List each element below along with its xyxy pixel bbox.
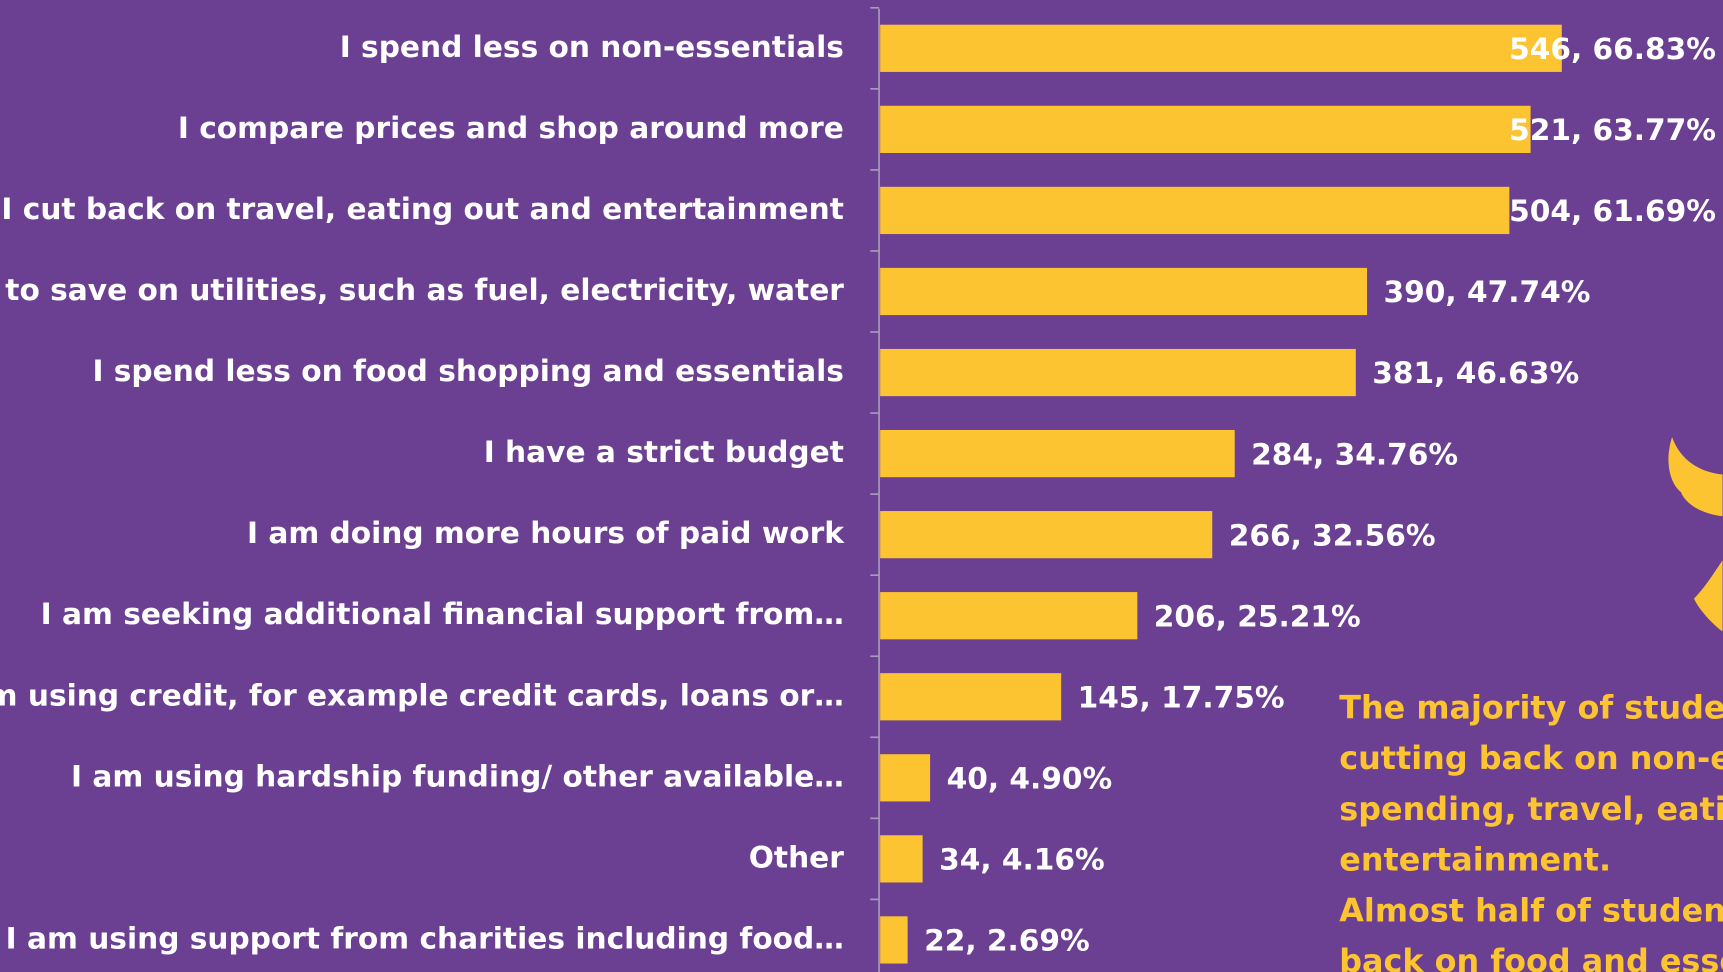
value-label: 34, 4.16% [939,842,1105,877]
value-label: 22, 2.69% [924,923,1090,958]
value-label: 266, 32.56% [1229,517,1436,552]
annotation-line: The majority of studen [1339,689,1723,727]
bar [880,754,931,802]
value-label: 546, 66.83% [1509,31,1716,66]
category-label: I try to save on utilities, such as fuel… [0,272,844,307]
bar [880,186,1510,235]
category-label: I am using support from charities includ… [6,920,844,955]
bar [880,348,1356,397]
bar [880,673,1062,721]
bar [880,916,908,964]
category-label: I spend less on non-essentials [340,29,844,64]
value-label: 504, 61.69% [1509,193,1716,228]
annotation-line: Almost half of student [1339,891,1723,929]
bar [880,511,1213,559]
bar [880,267,1368,316]
bar [880,592,1138,640]
bar [880,105,1531,153]
value-label: 145, 17.75% [1078,679,1285,714]
value-label: 40, 4.90% [947,761,1113,796]
bar [880,429,1235,478]
value-label: 381, 46.63% [1372,355,1579,390]
category-label: I compare prices and shop around more [178,110,844,145]
bar [880,24,1562,72]
value-label: 521, 63.77% [1509,112,1716,147]
annotation-line: back on food and esse [1339,942,1723,972]
category-label: Other [749,839,845,874]
category-label: I have a strict budget [484,434,844,469]
value-label: 206, 25.21% [1154,598,1361,633]
annotation-line: spending, travel, eatin [1339,790,1723,828]
logo-shape [1668,437,1723,632]
category-label: I am doing more hours of paid work [247,515,845,550]
value-label: 284, 34.76% [1251,436,1458,471]
category-label: I am seeking additional financial suppor… [41,596,844,631]
bar [880,835,923,883]
category-label: I am using hardship funding/ other avail… [71,758,844,793]
category-label: I am using credit, for example credit ca… [0,677,844,712]
category-label: I spend less on food shopping and essent… [92,353,843,388]
annotation-line: cutting back on non-e [1339,739,1723,777]
category-label: I cut back on travel, eating out and ent… [1,191,844,226]
value-label: 390, 47.74% [1384,274,1591,309]
annotation-line: entertainment. [1339,841,1611,879]
